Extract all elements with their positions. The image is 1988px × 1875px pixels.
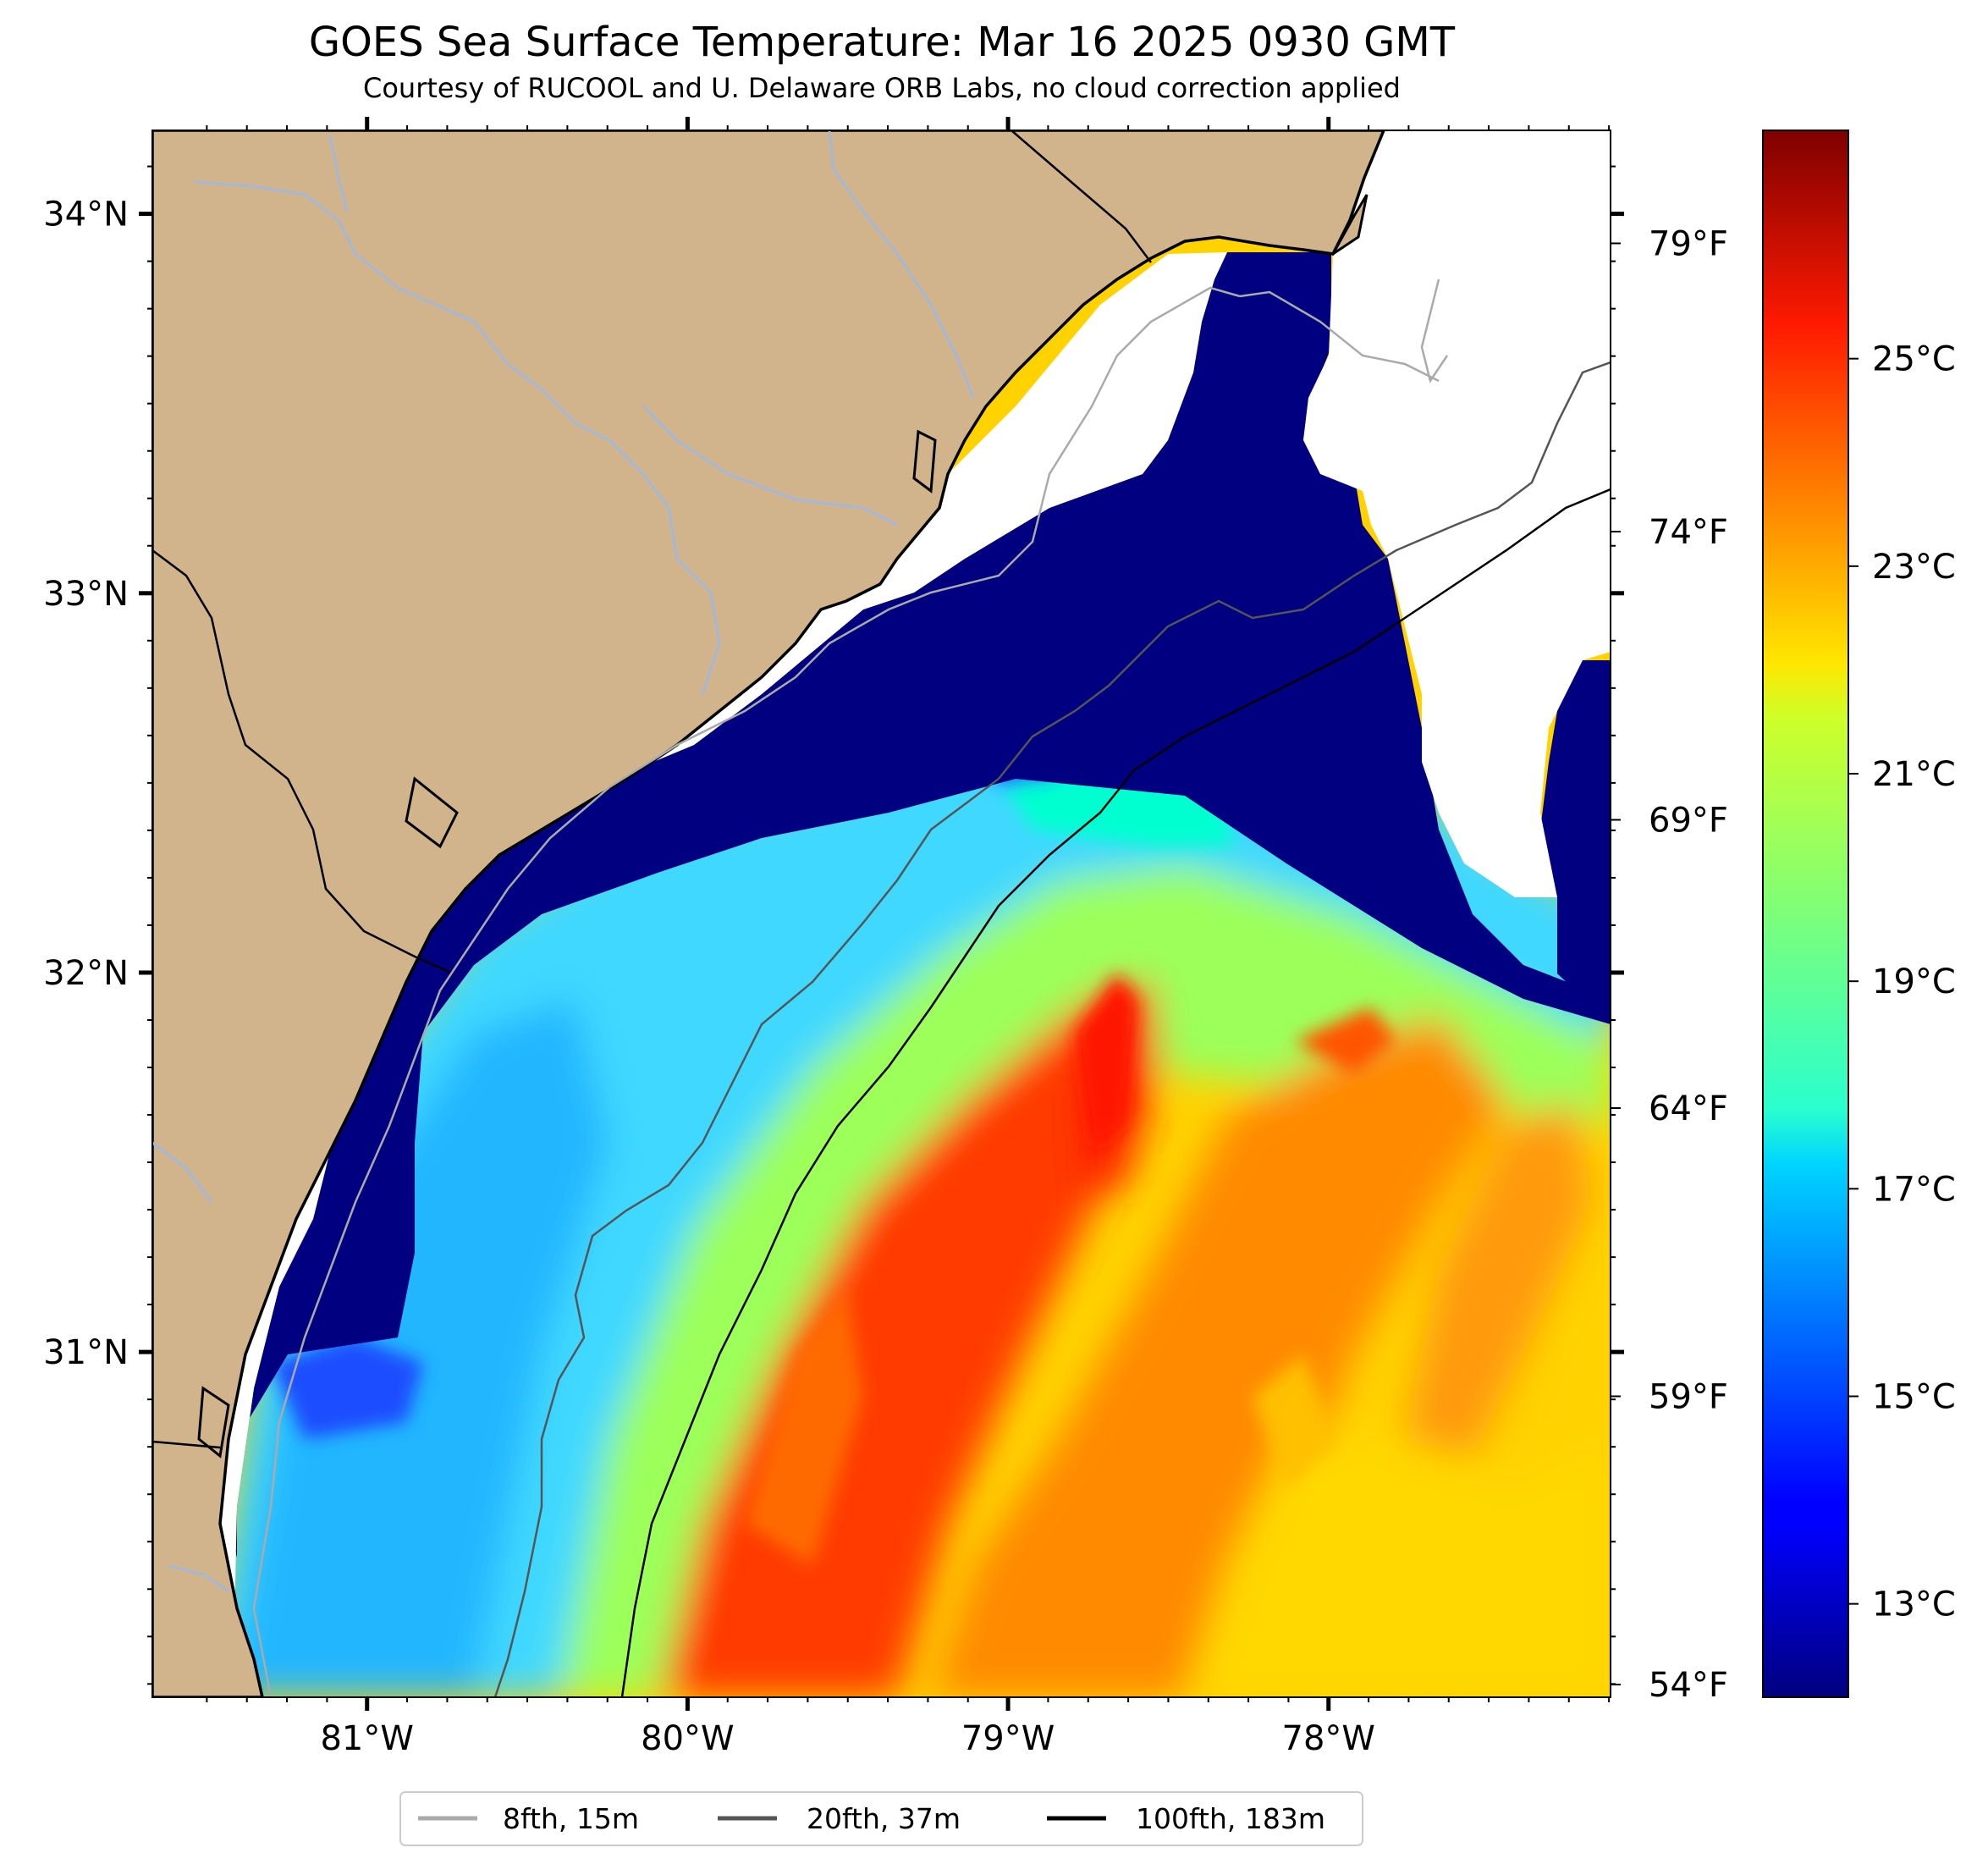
fahrenheit-tick-label: 79°F	[1649, 224, 1728, 263]
legend-label-20fth: 20fth, 37m	[807, 1802, 961, 1835]
chart-title: GOES Sea Surface Temperature: Mar 16 202…	[309, 19, 1456, 66]
colorbar-tick-label: 17°C	[1872, 1170, 1956, 1209]
state-border-north	[1011, 130, 1152, 263]
colorbar-tick-label: 19°C	[1872, 962, 1956, 1001]
colorbar-tick-label: 13°C	[1872, 1585, 1956, 1624]
lon-tick-label: 78°W	[1282, 1719, 1375, 1758]
lat-tick-label: 33°N	[43, 575, 129, 614]
cold-eastern-water	[1540, 660, 1611, 1024]
lon-tick-label: 79°W	[961, 1719, 1055, 1758]
colorbar-tick-label: 23°C	[1872, 548, 1956, 587]
map-frame	[151, 130, 1611, 1698]
lat-ticks: 34°N 33°N 32°N 31°N	[43, 165, 1624, 1685]
cloud-gap-nearshore	[212, 252, 1227, 1697]
lat-tick-label: 32°N	[43, 954, 129, 993]
fahrenheit-ticks: 79°F 74°F 69°F 64°F 59°F 54°F	[1611, 224, 1728, 1705]
state-border-south	[152, 1440, 221, 1449]
fahrenheit-tick-label: 64°F	[1649, 1089, 1728, 1128]
chart-subtitle: Courtesy of RUCOOL and U. Delaware ORB L…	[363, 72, 1401, 104]
map-panel	[152, 130, 1611, 1697]
lat-tick-label: 31°N	[43, 1333, 129, 1372]
colorbar-ticks: 13°C 15°C 17°C 19°C 21°C 23°C 25°C	[1848, 340, 1956, 1624]
fahrenheit-tick-label: 74°F	[1649, 513, 1728, 552]
isobath-8fth	[252, 278, 1449, 1697]
cloud-gap-offshore	[1303, 130, 1611, 897]
fahrenheit-tick-label: 59°F	[1649, 1378, 1728, 1417]
fahrenheit-tick-label: 54°F	[1649, 1666, 1728, 1705]
lon-tick-label: 81°W	[320, 1719, 413, 1758]
fahrenheit-tick-label: 69°F	[1649, 801, 1728, 840]
state-border	[152, 549, 454, 975]
legend-box	[399, 1791, 1363, 1846]
colorbar	[1762, 130, 1849, 1698]
sst-field	[203, 694, 1611, 1697]
legend: 8fth, 15m 20fth, 37m 100fth, 183m	[399, 1791, 1363, 1846]
colorbar-tick-label: 21°C	[1872, 755, 1956, 794]
lon-tick-label: 80°W	[641, 1719, 734, 1758]
lon-ticks: 81°W 80°W 79°W 78°W	[206, 117, 1611, 1758]
legend-label-100fth: 100fth, 183m	[1136, 1802, 1325, 1835]
colorbar-tick-label: 25°C	[1872, 340, 1956, 379]
legend-label-8fth: 8fth, 15m	[503, 1802, 639, 1835]
isobath-20fth	[493, 361, 1611, 1697]
lat-tick-label: 34°N	[43, 196, 129, 234]
isobath-100fth	[620, 488, 1611, 1697]
coastal-islands	[197, 194, 1368, 1459]
cold-nearshore-water	[229, 252, 1611, 1566]
rivers	[152, 130, 975, 1593]
land-mass	[152, 130, 1385, 1697]
colorbar-tick-label: 15°C	[1872, 1378, 1956, 1417]
